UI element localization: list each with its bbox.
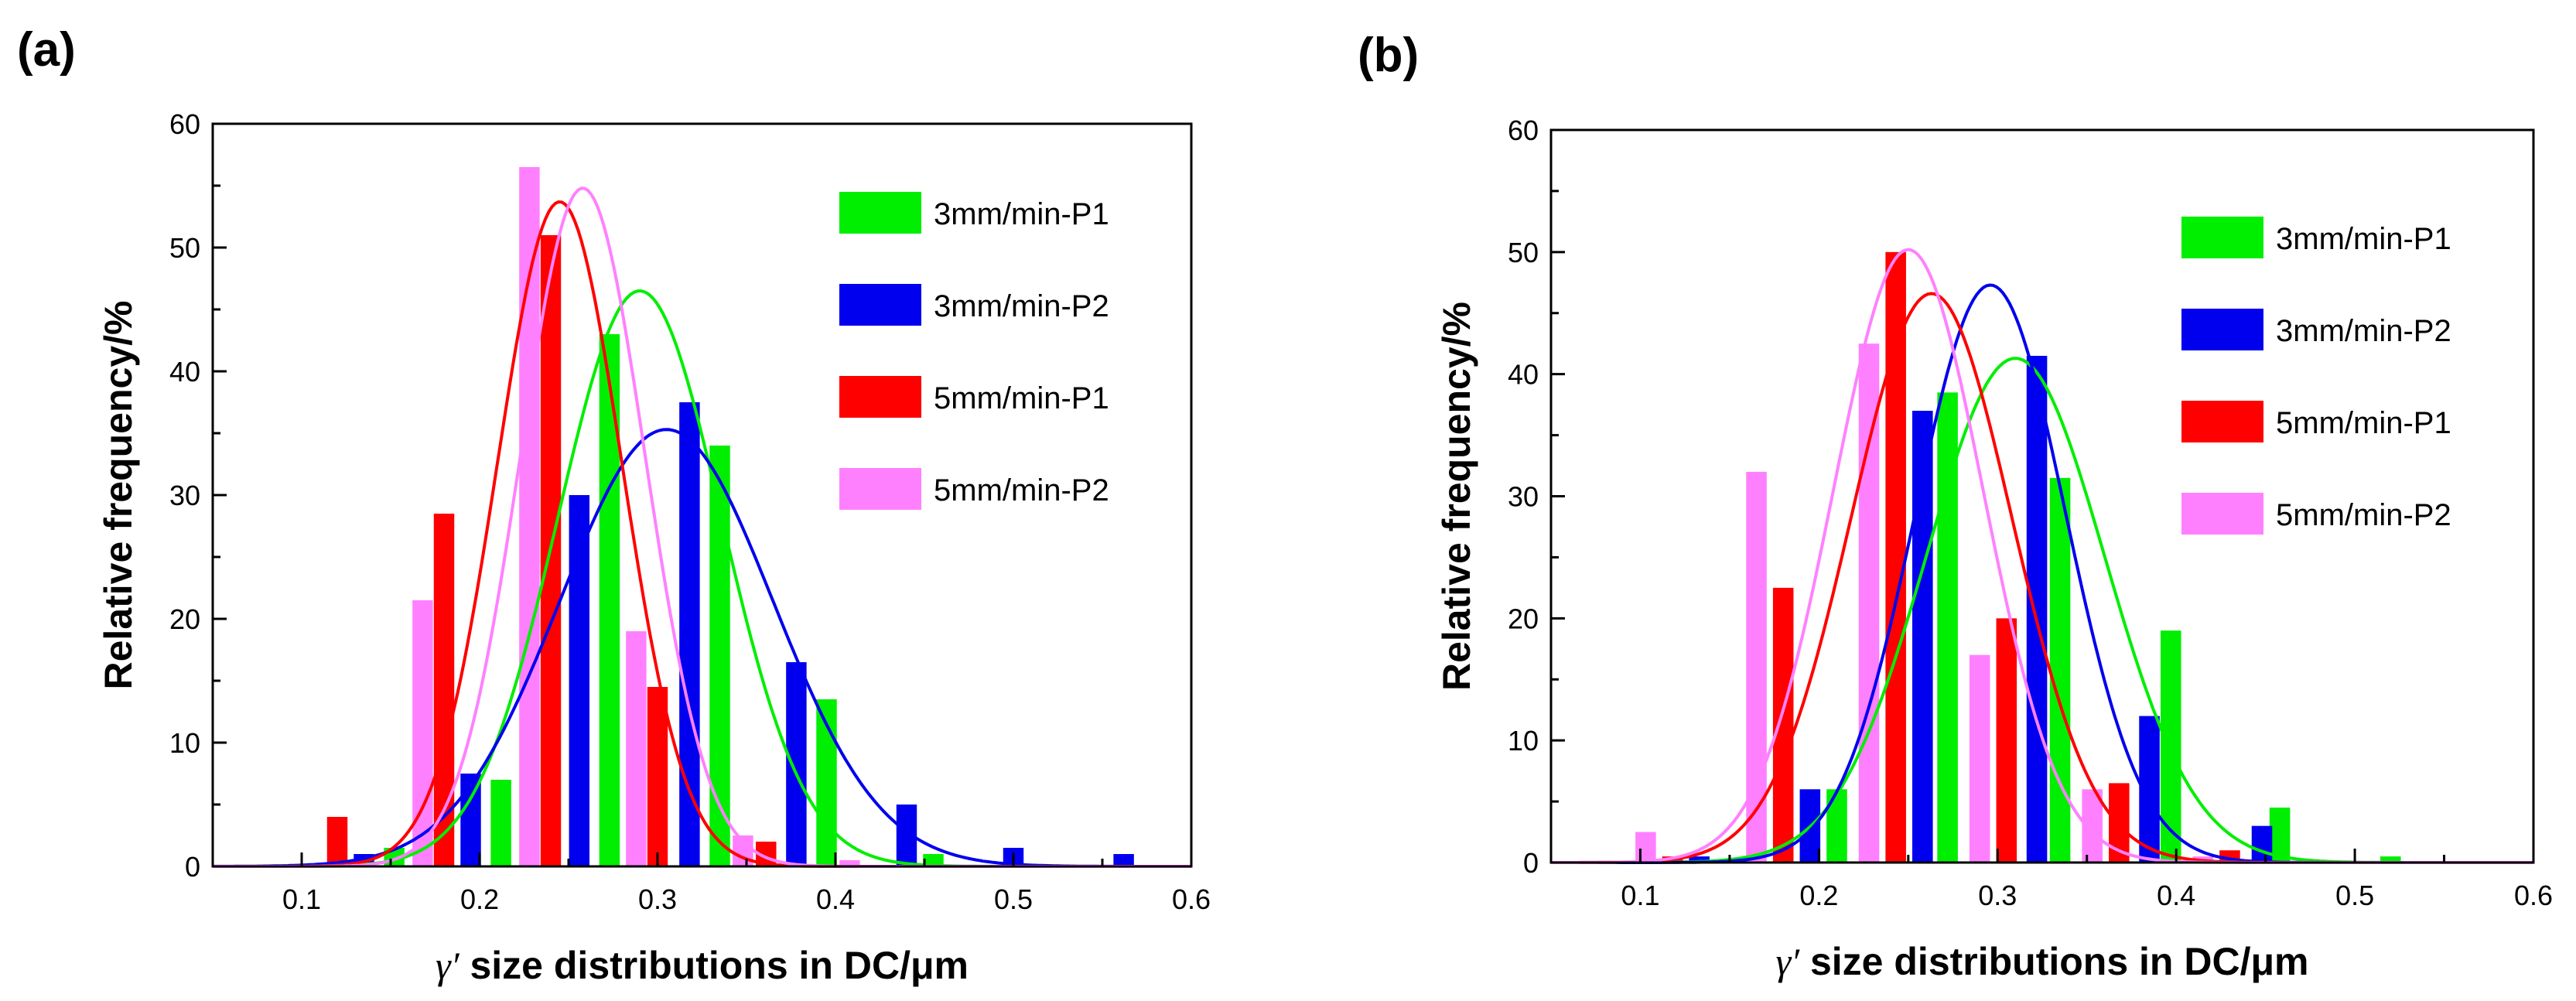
bar-3mm/min-P2 bbox=[460, 774, 481, 866]
bar-5mm/min-P1 bbox=[1772, 587, 1794, 863]
y-tick-label: 50 bbox=[1508, 237, 1539, 268]
legend-swatch-5mm/min-P2 bbox=[2181, 493, 2263, 535]
x-tick-label: 0.2 bbox=[1799, 880, 1838, 911]
y-axis-label: Relative frequency/% bbox=[97, 301, 140, 690]
bar-5mm/min-P1 bbox=[433, 514, 455, 866]
legend-swatch-5mm/min-P1 bbox=[839, 376, 921, 418]
bar-5mm/min-P2 bbox=[519, 167, 540, 866]
bar-5mm/min-P2 bbox=[412, 600, 433, 866]
bar-3mm/min-P2 bbox=[2026, 355, 2048, 863]
bar-5mm/min-P1 bbox=[647, 687, 668, 866]
y-axis-label: Relative frequency/% bbox=[1435, 302, 1478, 691]
legend-swatch-3mm/min-P1 bbox=[839, 192, 921, 234]
legend-swatch-5mm/min-P1 bbox=[2181, 401, 2263, 442]
fit-curve-3mm/min-P1 bbox=[213, 289, 1191, 868]
legend-label: 3mm/min-P2 bbox=[2276, 314, 2451, 348]
y-tick-label: 60 bbox=[1508, 114, 1539, 146]
bar-5mm/min-P2 bbox=[1746, 471, 1767, 863]
legend-swatch-3mm/min-P2 bbox=[839, 284, 921, 326]
legend-label: 5mm/min-P1 bbox=[934, 381, 1109, 415]
x-tick-label: 0.3 bbox=[1978, 880, 2017, 911]
y-tick-label: 10 bbox=[169, 727, 200, 759]
bar-3mm/min-P1 bbox=[599, 334, 620, 866]
x-tick-label: 0.5 bbox=[2335, 880, 2374, 911]
y-tick-label: 20 bbox=[1508, 603, 1539, 634]
bar-5mm/min-P2 bbox=[626, 631, 647, 866]
bar-3mm/min-P1 bbox=[2160, 630, 2181, 863]
y-tick-label: 0 bbox=[185, 851, 200, 883]
y-tick-label: 60 bbox=[169, 108, 200, 140]
y-tick-label: 0 bbox=[1523, 847, 1539, 879]
y-tick-label: 30 bbox=[1508, 481, 1539, 513]
y-tick-label: 40 bbox=[1508, 359, 1539, 391]
x-tick-label: 0.4 bbox=[2157, 880, 2195, 911]
bar-3mm/min-P2 bbox=[786, 662, 807, 866]
bar-3mm/min-P2 bbox=[679, 402, 700, 866]
y-tick-label: 10 bbox=[1508, 725, 1539, 757]
x-axis-label: γ′ size distributions in DC/μm bbox=[436, 944, 969, 987]
x-tick-label: 0.6 bbox=[1172, 883, 1211, 915]
x-tick-label: 0.6 bbox=[2514, 880, 2553, 911]
bar-5mm/min-P2 bbox=[839, 860, 860, 866]
x-tick-label: 0.5 bbox=[994, 883, 1033, 915]
legend-label: 5mm/min-P1 bbox=[2276, 406, 2451, 440]
legend-swatch-3mm/min-P1 bbox=[2181, 217, 2263, 258]
legend-swatch-3mm/min-P2 bbox=[2181, 309, 2263, 350]
bar-5mm/min-P1 bbox=[1885, 251, 1906, 863]
legend-label: 3mm/min-P1 bbox=[2276, 222, 2451, 256]
x-tick-label: 0.2 bbox=[460, 883, 499, 915]
bar-5mm/min-P2 bbox=[1858, 343, 1880, 863]
bar-3mm/min-P2 bbox=[2251, 825, 2273, 863]
bar-5mm/min-P2 bbox=[1969, 654, 1990, 863]
bar-5mm/min-P2 bbox=[1635, 832, 1656, 863]
panel-label: (b) bbox=[1358, 29, 1419, 82]
x-axis-label: γ′ size distributions in DC/μm bbox=[1775, 940, 2308, 983]
panel-label: (a) bbox=[17, 23, 76, 77]
legend-label: 5mm/min-P2 bbox=[2276, 498, 2451, 532]
legend-label: 3mm/min-P1 bbox=[934, 197, 1109, 231]
x-axis-label-symbol: γ′ bbox=[436, 944, 460, 987]
bar-3mm/min-P1 bbox=[2049, 477, 2071, 863]
y-tick-label: 50 bbox=[169, 232, 200, 264]
bar-3mm/min-P2 bbox=[1689, 856, 1710, 863]
bar-3mm/min-P1 bbox=[490, 780, 511, 866]
y-tick-label: 40 bbox=[169, 356, 200, 388]
panel-a: (a) 0.1 0.2 0.3 0.4 0.5 0.6 0 10 20 30 40 50 60 γ′ siz… bbox=[17, 23, 1211, 987]
legend-label: 5mm/min-P2 bbox=[934, 473, 1109, 507]
x-axis-label-text: size distributions in DC/μm bbox=[1799, 940, 2308, 983]
bar-3mm/min-P1 bbox=[1937, 392, 1958, 863]
x-tick-label: 0.4 bbox=[816, 883, 855, 915]
bar-3mm/min-P1 bbox=[1826, 789, 1847, 863]
y-tick-label: 30 bbox=[169, 480, 200, 511]
bar-3mm/min-P2 bbox=[1113, 854, 1134, 866]
panel-b: (b) 0.1 0.2 0.3 0.4 0.5 0.6 0 10 20 30 40 50 60 γ′ siz… bbox=[1358, 29, 2553, 983]
legend-label: 3mm/min-P2 bbox=[934, 289, 1109, 323]
y-tick-label: 20 bbox=[169, 603, 200, 635]
bar-3mm/min-P1 bbox=[923, 854, 944, 866]
x-tick-label: 0.1 bbox=[1621, 880, 1659, 911]
legend-swatch-5mm/min-P2 bbox=[839, 468, 921, 510]
x-axis-label-symbol: γ′ bbox=[1775, 940, 1800, 983]
x-tick-label: 0.3 bbox=[638, 883, 677, 915]
x-axis-label-text: size distributions in DC/μm bbox=[460, 944, 969, 987]
bar-3mm/min-P1 bbox=[2380, 856, 2401, 863]
bar-5mm/min-P1 bbox=[326, 817, 348, 866]
x-tick-label: 0.1 bbox=[282, 883, 321, 915]
bar-5mm/min-P1 bbox=[1996, 618, 2017, 863]
